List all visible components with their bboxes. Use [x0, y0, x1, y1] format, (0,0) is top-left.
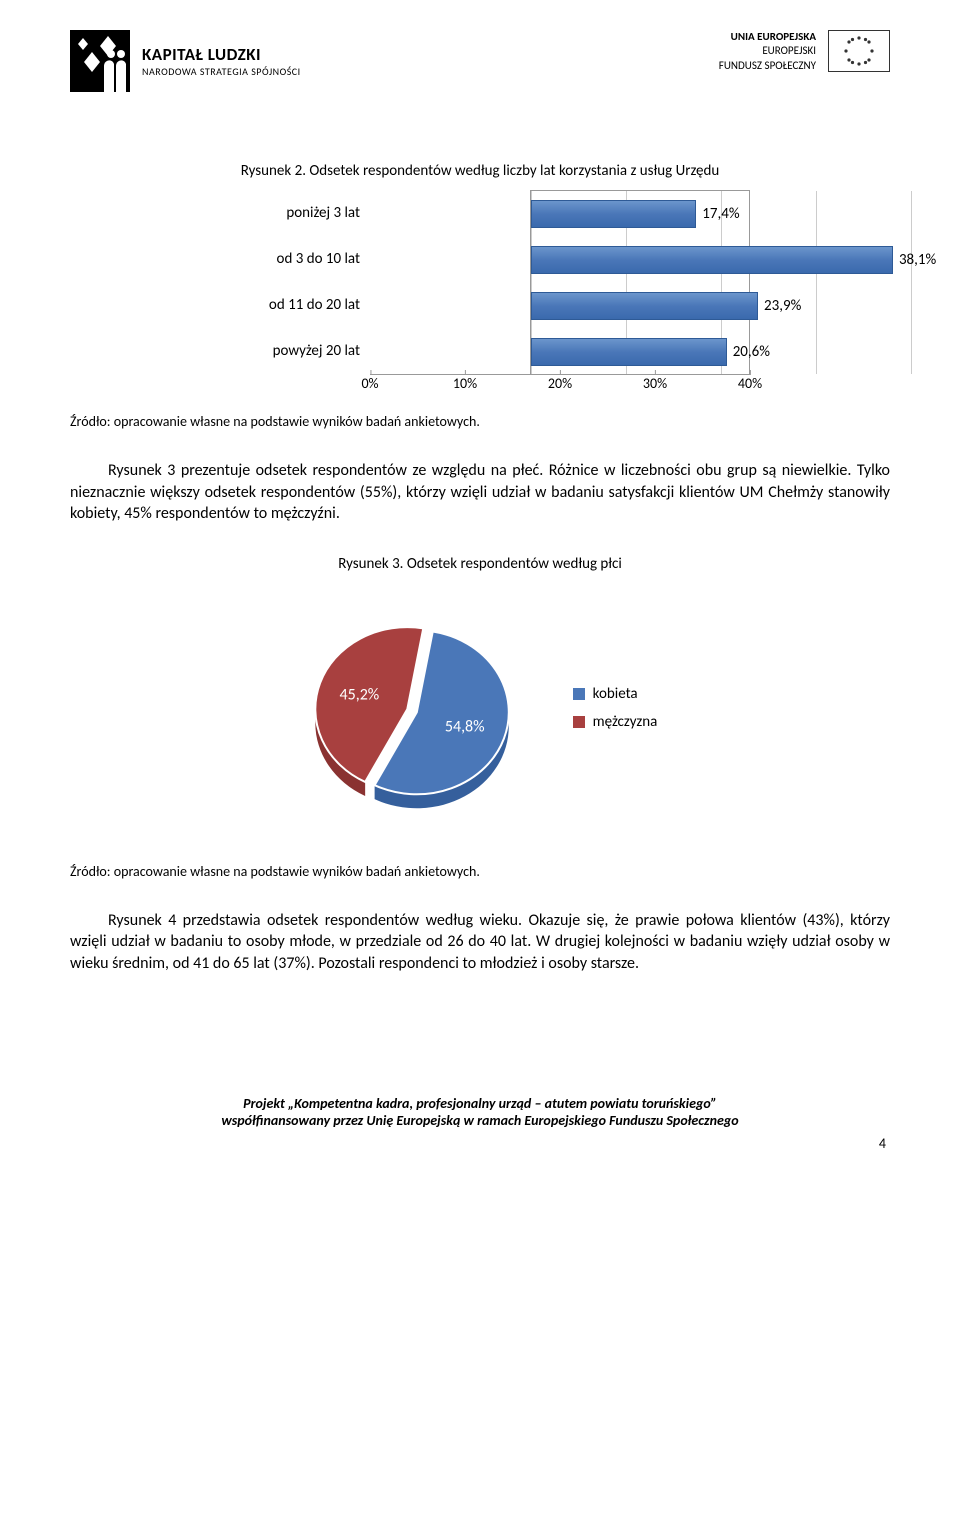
footer-line2: współfinansowany przez Unię Europejską w…: [70, 1112, 890, 1129]
legend-item-kobieta: kobieta: [573, 685, 658, 703]
logo-right-line3: FUNDUSZ SPOŁECZNY: [719, 59, 816, 73]
src-note-1: Źródło: opracowanie własne na podstawie …: [70, 413, 890, 430]
eu-flag-icon: [828, 30, 890, 72]
fig2-bar-0: [531, 200, 696, 228]
src-note-2: Źródło: opracowanie własne na podstawie …: [70, 863, 890, 880]
legend-swatch-kobieta: [573, 688, 585, 700]
legend-item-mezczyzna: mężczyzna: [573, 713, 658, 731]
fig2-title: Rysunek 2. Odsetek respondentów według l…: [70, 162, 890, 180]
legend-swatch-mezczyzna: [573, 716, 585, 728]
legend-label-mezczyzna: mężczyzna: [593, 713, 658, 731]
fig2-labels-col: poniżej 3 lat od 3 do 10 lat od 11 do 20…: [210, 190, 370, 374]
footer: Projekt „Kompetentna kadra, profesjonaln…: [70, 1095, 890, 1129]
fig2-value-2: 23,9%: [764, 297, 801, 315]
fig2-bar-1: [531, 246, 893, 274]
kapital-ludzki-icon: [70, 30, 130, 92]
fig2-cat-2: od 11 do 20 lat: [210, 296, 370, 314]
fig3-legend: kobieta mężczyzna: [573, 685, 658, 741]
fig2-xtick-0: 0%: [361, 375, 378, 392]
page-number: 4: [70, 1135, 890, 1152]
logo-left-line1: KAPITAŁ LUDZKI: [142, 44, 301, 65]
fig2-x-axis: 0%10%20%30%40%: [370, 374, 750, 398]
fig2-xtick-2: 20%: [548, 375, 572, 392]
legend-label-kobieta: kobieta: [593, 685, 638, 703]
footer-line1: Projekt „Kompetentna kadra, profesjonaln…: [70, 1095, 890, 1112]
fig3-title: Rysunek 3. Odsetek respondentów według p…: [70, 555, 890, 573]
svg-text:45,2%: 45,2%: [339, 685, 379, 704]
logo-right-text: UNIA EUROPEJSKA EUROPEJSKI FUNDUSZ SPOŁE…: [719, 30, 816, 73]
fig2-plot: 17,4%38,1%23,9%20,6%: [530, 190, 750, 374]
logo-right-line1: UNIA EUROPEJSKA: [719, 30, 816, 44]
paragraph-1: Rysunek 3 prezentuje odsetek respondentó…: [70, 460, 890, 525]
logo-left-text: KAPITAŁ LUDZKI NARODOWA STRATEGIA SPÓJNO…: [142, 44, 301, 78]
fig2-cat-1: od 3 do 10 lat: [210, 250, 370, 268]
logo-left: KAPITAŁ LUDZKI NARODOWA STRATEGIA SPÓJNO…: [70, 30, 301, 92]
fig3-pie: 54,8% 45,2%: [303, 593, 523, 833]
header: KAPITAŁ LUDZKI NARODOWA STRATEGIA SPÓJNO…: [70, 0, 890, 132]
logo-right: UNIA EUROPEJSKA EUROPEJSKI FUNDUSZ SPOŁE…: [719, 30, 890, 73]
fig2-cat-3: powyżej 20 lat: [210, 342, 370, 360]
page: KAPITAŁ LUDZKI NARODOWA STRATEGIA SPÓJNO…: [0, 0, 960, 1182]
fig2-value-3: 20,6%: [733, 343, 770, 361]
fig2-xtick-3: 30%: [643, 375, 667, 392]
fig2-value-0: 17,4%: [702, 205, 739, 223]
fig2-cat-0: poniżej 3 lat: [210, 204, 370, 222]
logo-left-line2: NARODOWA STRATEGIA SPÓJNOŚCI: [142, 65, 301, 78]
svg-text:54,8%: 54,8%: [445, 717, 485, 736]
fig2-bar-2: [531, 292, 758, 320]
paragraph-2: Rysunek 4 przedstawia odsetek respondent…: [70, 910, 890, 975]
fig2-xtick-4: 40%: [738, 375, 762, 392]
fig2-bar-3: [531, 338, 727, 366]
fig2-barchart: poniżej 3 lat od 3 do 10 lat od 11 do 20…: [210, 190, 750, 398]
fig2-value-1: 38,1%: [899, 251, 936, 269]
fig2-xtick-1: 10%: [453, 375, 477, 392]
logo-right-line2: EUROPEJSKI: [719, 44, 816, 58]
fig3-pie-block: 54,8% 45,2% kobieta mężczyzna: [70, 593, 890, 833]
